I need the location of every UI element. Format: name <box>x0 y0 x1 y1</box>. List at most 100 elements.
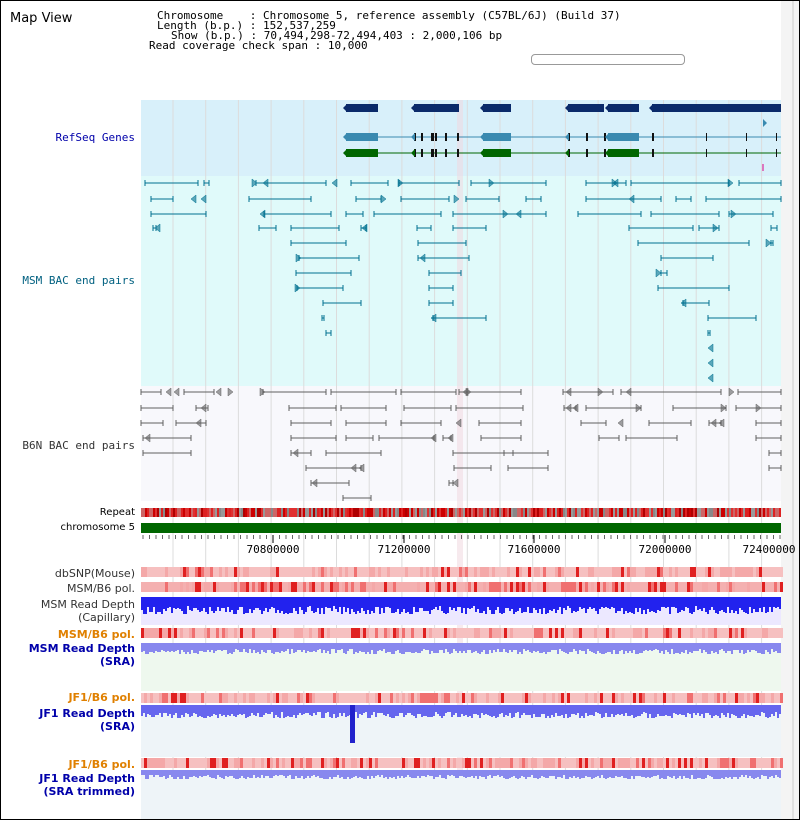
track-label-b6n-bac-end-pairs[interactable]: B6N BAC end pairs <box>22 439 135 452</box>
polymorphism-cell <box>693 567 696 577</box>
position-marker <box>457 100 463 819</box>
repeat-segment <box>703 508 705 517</box>
polymorphism-cell <box>531 628 534 638</box>
depth-bar <box>235 705 237 717</box>
depth-bar <box>681 597 683 610</box>
depth-bar <box>567 643 569 654</box>
read-track-label-jf1-read-depth-sra[interactable]: JF1 Read Depth <box>39 707 135 720</box>
polymorphism-cell <box>600 567 603 577</box>
polymorphism-cell <box>207 758 210 768</box>
msm-bac-end <box>680 298 687 308</box>
gene-strand-arrow <box>480 133 484 141</box>
read-track-label-msm-b6-pol-2[interactable]: MSM/B6 pol. <box>57 628 135 641</box>
polymorphism-cell <box>366 582 369 592</box>
depth-bar <box>145 597 147 614</box>
depth-bar <box>147 643 149 654</box>
depth-bar <box>173 597 175 608</box>
polymorphism-cell <box>297 693 300 703</box>
polymorphism-cell <box>618 582 621 592</box>
depth-bar <box>367 705 369 718</box>
polymorphism-cell <box>198 567 201 577</box>
polymorphism-cell <box>210 693 213 703</box>
depth-bar <box>441 643 443 650</box>
read-track-label-msm-read-depth-sra[interactable]: (SRA) <box>100 655 135 668</box>
polymorphism-cell <box>507 693 510 703</box>
depth-bar <box>527 597 529 607</box>
polymorphism-cell <box>552 567 555 577</box>
axis-tick-label: 72000000 <box>638 543 692 556</box>
read-track-label-msm-read-depth-capillary[interactable]: MSM Read Depth <box>40 598 135 611</box>
polymorphism-cell <box>306 628 309 638</box>
b6n-bac-end <box>259 387 266 397</box>
msm-bac-end <box>628 194 635 204</box>
polymorphism-cell <box>597 582 600 592</box>
repeat-segment <box>569 508 571 517</box>
polymorphism-cell <box>663 582 666 592</box>
repeat-segment <box>651 508 653 517</box>
polymorphism-cell <box>465 582 468 592</box>
polymorphism-cell <box>621 628 624 638</box>
read-track-label-jf1-b6-pol-2[interactable]: JF1/B6 pol. <box>68 758 135 771</box>
depth-bar <box>307 705 309 713</box>
depth-bar <box>357 705 359 718</box>
polymorphism-cell <box>195 582 198 592</box>
depth-bar <box>313 705 315 713</box>
read-track-label-jf1-read-depth-sra-trimmed[interactable]: (SRA trimmed) <box>43 785 135 798</box>
chromosome-ideogram[interactable] <box>531 54 685 65</box>
depth-bar <box>759 770 761 779</box>
depth-bar <box>329 770 331 777</box>
read-track-label-jf1-read-depth-sra-trimmed[interactable]: JF1 Read Depth <box>39 772 135 785</box>
polymorphism-cell <box>321 758 324 768</box>
polymorphism-cell <box>618 693 621 703</box>
depth-bar <box>327 770 329 779</box>
polymorphism-cell <box>183 628 186 638</box>
depth-bar <box>407 597 409 612</box>
depth-bar <box>757 770 759 777</box>
refseq-gene-exon <box>706 133 707 141</box>
depth-bar <box>375 705 377 717</box>
read-track-label-msm-b6-pol-1[interactable]: MSM/B6 pol. <box>67 582 135 595</box>
depth-bar <box>529 597 531 613</box>
depth-bar <box>599 705 601 714</box>
polymorphism-cell <box>717 628 720 638</box>
depth-bar <box>711 643 713 651</box>
depth-bar <box>309 643 311 652</box>
depth-bar <box>553 705 555 717</box>
polymorphism-cell <box>414 567 417 577</box>
polymorphism-cell <box>546 567 549 577</box>
depth-bar <box>319 770 321 778</box>
depth-bar <box>705 597 707 612</box>
depth-bar <box>347 643 349 651</box>
depth-bar <box>553 643 555 650</box>
depth-bar <box>711 705 713 718</box>
read-track-label-jf1-b6-pol-1[interactable]: JF1/B6 pol. <box>68 691 135 704</box>
track-label-refseq-genes[interactable]: RefSeq Genes <box>55 131 135 144</box>
polymorphism-cell <box>255 567 258 577</box>
polymorphism-cell <box>180 582 183 592</box>
polymorphism-cell <box>342 567 345 577</box>
repeat-segment <box>311 508 313 517</box>
polymorphism-cell <box>432 628 435 638</box>
repeat-segment <box>731 508 733 517</box>
polymorphism-cell <box>423 758 426 768</box>
polymorphism-cell <box>651 758 654 768</box>
depth-bar <box>217 770 219 775</box>
msm-bac-end <box>361 223 368 233</box>
read-track-label-msm-read-depth-capillary[interactable]: (Capillary) <box>78 611 135 624</box>
polymorphism-cell <box>309 758 312 768</box>
read-track-label-dbsnp[interactable]: dbSNP(Mouse) <box>54 567 135 580</box>
repeat-segment <box>621 508 623 517</box>
read-track-label-jf1-read-depth-sra[interactable]: (SRA) <box>100 720 135 733</box>
track-label-msm-bac-end-pairs[interactable]: MSM BAC end pairs <box>22 274 135 287</box>
polymorphism-cell <box>453 628 456 638</box>
polymorphism-cell <box>585 582 588 592</box>
polymorphism-cell <box>690 628 693 638</box>
refseq-gene-exon <box>608 104 639 112</box>
polymorphism-cell <box>729 582 732 592</box>
depth-bar <box>771 597 773 612</box>
depth-bar <box>209 597 211 607</box>
read-track-label-msm-read-depth-sra[interactable]: MSM Read Depth <box>28 642 135 655</box>
polymorphism-cell <box>384 582 387 592</box>
depth-bar <box>279 597 281 613</box>
